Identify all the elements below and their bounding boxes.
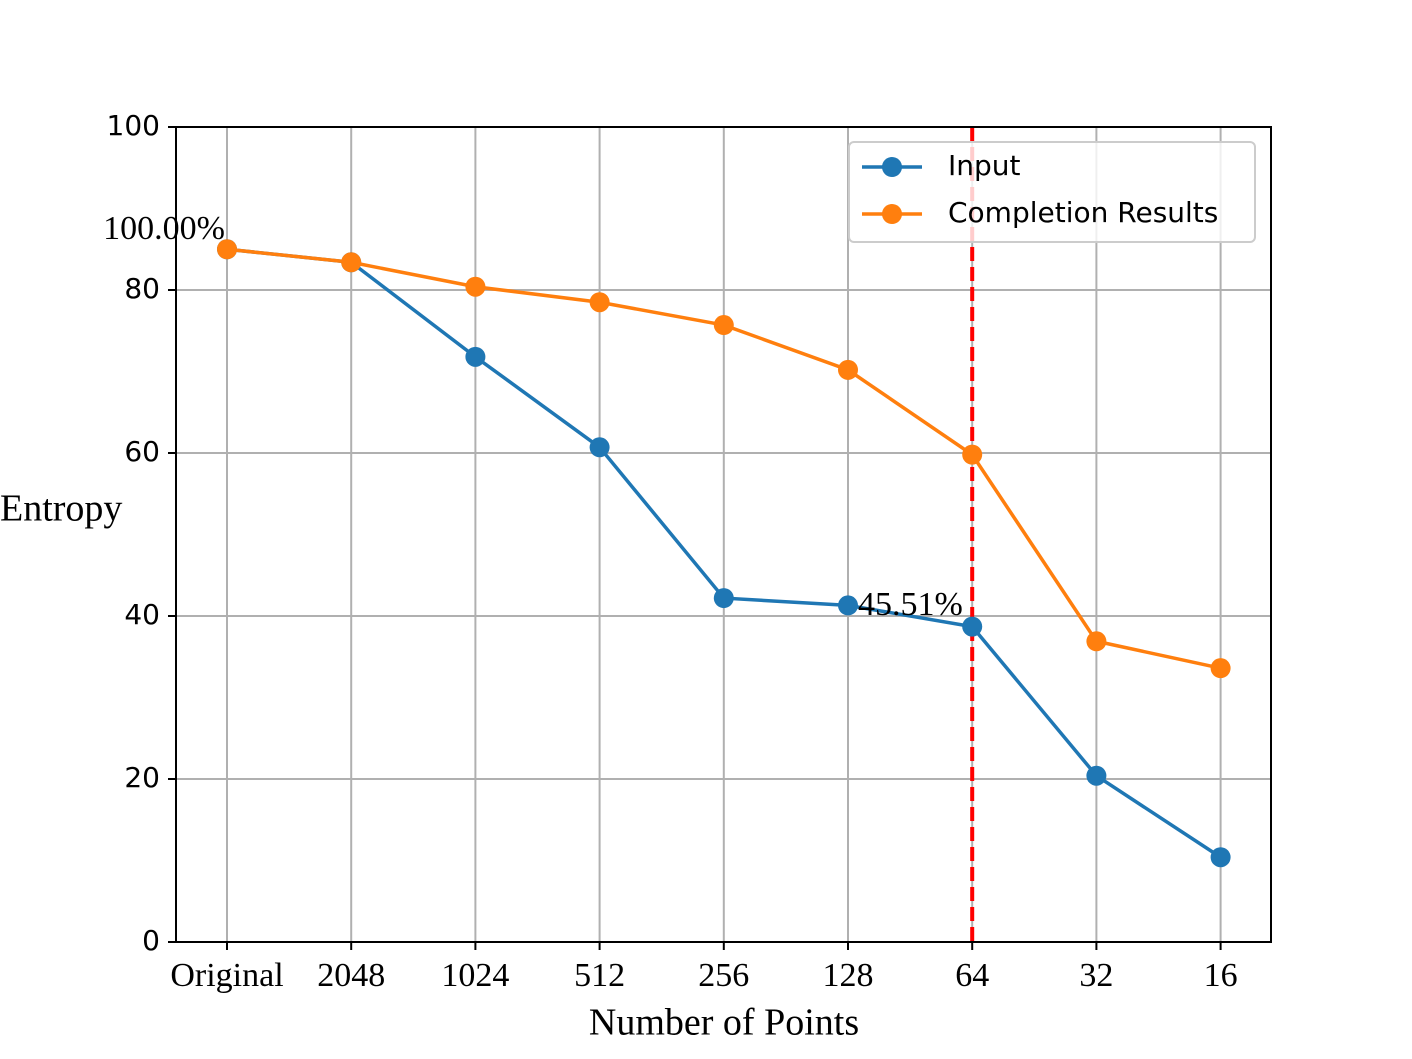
data-point [341, 252, 362, 273]
data-point [217, 239, 237, 260]
x-tick-label: 512 [574, 957, 625, 994]
data-point [1086, 631, 1107, 652]
y-tick-label: 60 [124, 435, 160, 468]
x-tick-label: 256 [698, 957, 749, 994]
legend: Input Completion Results [848, 141, 1256, 243]
annotation: 45.51% [858, 586, 963, 623]
data-point [1086, 765, 1107, 786]
data-point [962, 444, 983, 465]
data-point [713, 588, 734, 609]
y-tick-label: 0 [142, 924, 160, 957]
data-point [465, 276, 486, 297]
x-tick-label: Original [170, 957, 283, 994]
legend-label: Input [948, 149, 1021, 182]
legend-box [848, 141, 1256, 243]
x-tick-label: 32 [1079, 957, 1113, 994]
x-tick-label: 1024 [441, 957, 509, 994]
y-tick-label: 100 [107, 109, 160, 142]
data-point [589, 292, 610, 313]
data-point [465, 346, 486, 367]
y-tick-label: 80 [124, 272, 160, 305]
y-tick-label: 20 [124, 761, 160, 794]
data-point [713, 315, 734, 336]
data-point [962, 616, 983, 637]
x-tick-label: 64 [955, 957, 989, 994]
x-axis-label: Number of Points [589, 1002, 859, 1044]
x-tick-label: 2048 [317, 957, 385, 994]
legend-marker [882, 204, 902, 224]
plot-frame [175, 126, 1272, 943]
annotation: 100.00% [103, 210, 225, 247]
legend-label: Completion Results [948, 196, 1218, 229]
y-axis-label: Entropy [0, 488, 122, 530]
x-tick-label: 128 [823, 957, 874, 994]
data-point [1210, 847, 1231, 868]
data-point [838, 359, 858, 380]
x-tick-label: 16 [1204, 957, 1238, 994]
y-tick-label: 40 [124, 598, 160, 631]
data-point [1210, 658, 1231, 679]
legend-marker [882, 157, 902, 177]
data-point [589, 437, 610, 458]
data-point [838, 595, 858, 616]
